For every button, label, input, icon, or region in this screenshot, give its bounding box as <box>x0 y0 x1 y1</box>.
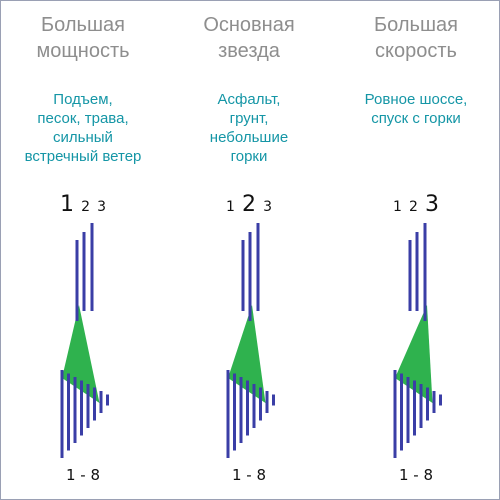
front-gear-number: 1 <box>392 199 402 215</box>
heading-line: Большая <box>374 14 458 36</box>
rear-sprocket <box>106 394 109 406</box>
rear-sprocket <box>246 380 249 436</box>
front-chainring <box>408 240 412 311</box>
rear-sprocket <box>419 384 423 428</box>
rear-sprocket <box>86 384 90 428</box>
rear-sprocket <box>406 377 410 443</box>
rear-gear-range: 1 - 8 <box>398 466 434 484</box>
usage-line: встречный ветер <box>24 148 142 165</box>
usage-line: горки <box>230 148 268 165</box>
front-gear-number: 3 <box>97 199 107 215</box>
rear-sprocket <box>239 377 243 443</box>
rear-sprocket <box>67 373 70 451</box>
rear-sprocket <box>73 377 77 443</box>
column-high-power: Большая мощность Подъем, песок, трава, с… <box>0 0 166 500</box>
front-gear-number: 2 <box>81 199 90 215</box>
front-gear-number: 3 <box>263 199 273 215</box>
usage-description: Ровное шоссе, спуск с горки <box>333 90 499 128</box>
chain-scheme <box>60 223 109 458</box>
heading-line: мощность <box>36 40 130 62</box>
rear-sprocket <box>426 387 429 421</box>
column-heading: Большая скорость <box>333 12 499 64</box>
rear-sprocket <box>93 387 96 421</box>
rear-sprocket <box>233 373 236 451</box>
usage-description: Асфальт, грунт, небольшие горки <box>166 90 332 166</box>
usage-line: песок, трава, <box>37 110 129 127</box>
chain-line <box>228 305 266 403</box>
front-gear-number: 1 <box>225 199 235 215</box>
usage-line: Асфальт, <box>217 91 281 108</box>
chain-line <box>62 305 100 403</box>
front-gear-number: 2 <box>242 192 256 217</box>
front-chainring <box>75 240 79 321</box>
rear-sprocket <box>272 394 275 406</box>
front-gear-number: 2 <box>409 199 418 215</box>
rear-sprocket <box>439 394 442 406</box>
front-chainring <box>248 232 252 321</box>
column-heading: Большая мощность <box>0 12 166 64</box>
rear-sprocket <box>60 370 64 458</box>
front-chainring <box>82 232 86 311</box>
rear-sprocket <box>432 391 436 413</box>
front-chainring <box>90 223 94 311</box>
rear-sprocket <box>252 384 256 428</box>
rear-gear-range: 1 - 8 <box>65 466 101 484</box>
usage-line: небольшие <box>209 129 289 146</box>
rear-sprocket <box>413 380 416 436</box>
usage-line: грунт, <box>229 110 269 127</box>
rear-sprocket <box>226 370 230 458</box>
chain-scheme <box>226 223 275 458</box>
front-gear-number: 1 <box>59 192 74 217</box>
rear-sprocket <box>259 387 262 421</box>
usage-line: Ровное шоссе, <box>364 91 468 108</box>
usage-line: Подъем, <box>53 91 113 108</box>
rear-sprocket <box>400 373 403 451</box>
front-gear-numbers: 1 2 3 <box>166 192 332 222</box>
column-main-sprocket: Основная звезда Асфальт, грунт, небольши… <box>166 0 332 500</box>
chain-line <box>395 305 433 403</box>
usage-description: Подъем, песок, трава, сильный встречный … <box>0 90 166 166</box>
rear-sprocket <box>265 391 269 413</box>
rear-sprocket <box>99 391 103 413</box>
front-chainring <box>423 223 427 321</box>
rear-sprocket <box>393 370 397 458</box>
usage-line: сильный <box>53 129 113 146</box>
column-high-speed: Большая скорость Ровное шоссе, спуск с г… <box>333 0 499 500</box>
usage-line: спуск с горки <box>371 110 461 127</box>
heading-line: скорость <box>375 40 457 62</box>
rear-sprocket <box>80 380 83 436</box>
front-chainring <box>241 240 245 311</box>
chain-scheme <box>393 223 442 458</box>
front-gear-number: 3 <box>425 192 440 217</box>
heading-line: Основная <box>203 14 295 36</box>
front-chainring <box>256 223 260 311</box>
front-gear-numbers: 1 2 3 <box>0 192 166 222</box>
heading-line: Большая <box>41 14 125 36</box>
front-chainring <box>415 232 419 311</box>
heading-line: звезда <box>218 40 280 62</box>
front-gear-numbers: 1 2 3 <box>333 192 499 222</box>
column-heading: Основная звезда <box>166 12 332 64</box>
rear-gear-range: 1 - 8 <box>231 466 267 484</box>
